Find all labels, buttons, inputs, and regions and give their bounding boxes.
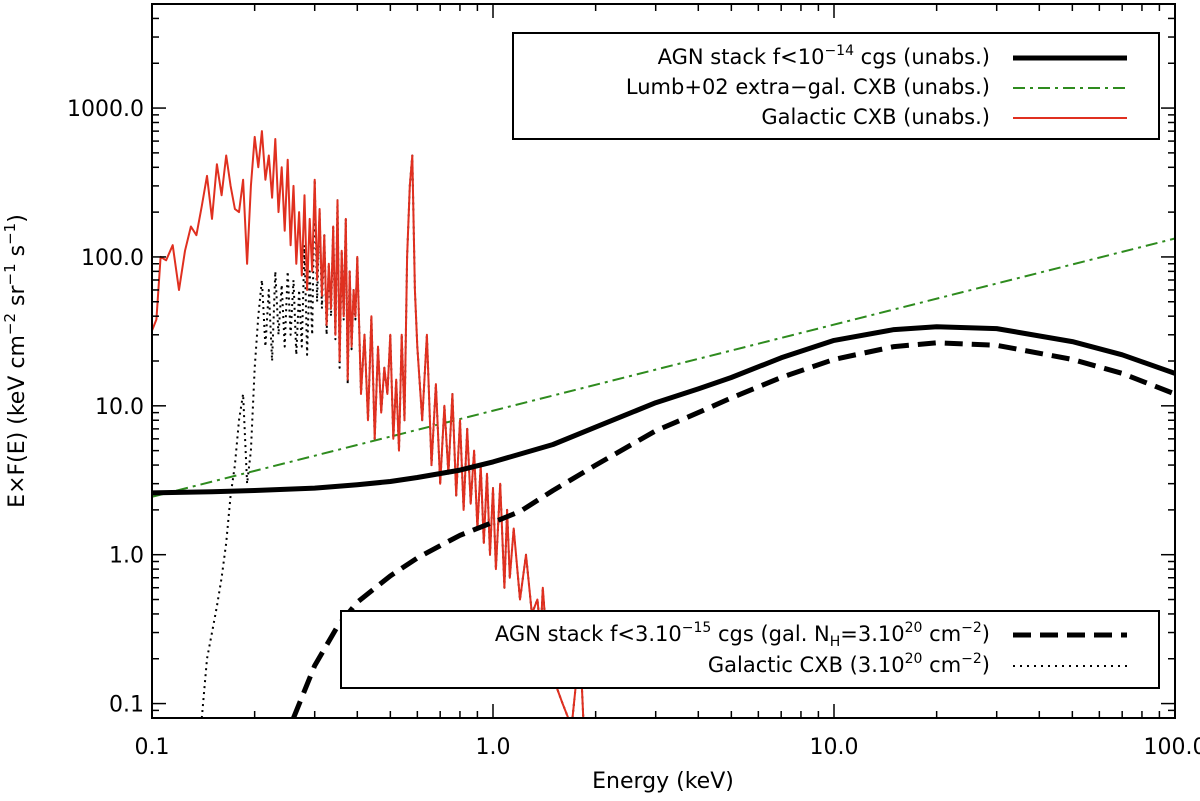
x-axis-title: Energy (keV): [592, 769, 734, 794]
y-tick-label: 0.1: [109, 693, 144, 718]
legend-bottom-frame: [340, 610, 1160, 689]
x-tick-label: 1.0: [476, 735, 511, 760]
y-tick-label: 1000.0: [67, 97, 144, 122]
y-tick-label: 10.0: [95, 395, 144, 420]
legend-agn-abs-label: AGN stack f<3.10−15 cgs (gal. NH=3.1020 …: [495, 620, 990, 650]
y-axis-title: E×F(E) (keV cm−2 sr−1 s−1): [1, 214, 30, 508]
y-tick-label: 1.0: [109, 544, 144, 569]
axes-layer: 0.1 1.0 10.0 100.0 0.1 1.0 10.0 100.0 1000.0: [67, 3, 1200, 760]
series-layer: [152, 130, 1175, 718]
legend-bottom: AGN stack f<3.10−15 cgs (gal. NH=3.1020 …: [340, 610, 1160, 689]
legend-top-frame: [512, 32, 1160, 140]
x-tick-label: 100.0: [1144, 735, 1200, 760]
legend-gal-unabs-label: Galactic CXB (unabs.): [761, 105, 990, 129]
series-agn-abs: [291, 340, 1175, 718]
series-agn-unabs: [152, 324, 1175, 496]
x-tick-label: 0.1: [135, 735, 170, 760]
legend-agn-unabs-label: AGN stack f<10−14 cgs (unabs.): [658, 43, 990, 69]
legend-top: AGN stack f<10−14 cgs (unabs.) Lumb+02 e…: [512, 32, 1160, 140]
legend-lumb-label: Lumb+02 extra−gal. CXB (unabs.): [626, 75, 990, 99]
y-tick-label: 100.0: [81, 246, 144, 271]
x-tick-label: 10.0: [810, 735, 859, 760]
series-gal-unabs: [152, 130, 585, 718]
legend-gal-abs-label: Galactic CXB (3.1020 cm−2): [708, 651, 990, 677]
series-lumb: [152, 237, 1175, 498]
